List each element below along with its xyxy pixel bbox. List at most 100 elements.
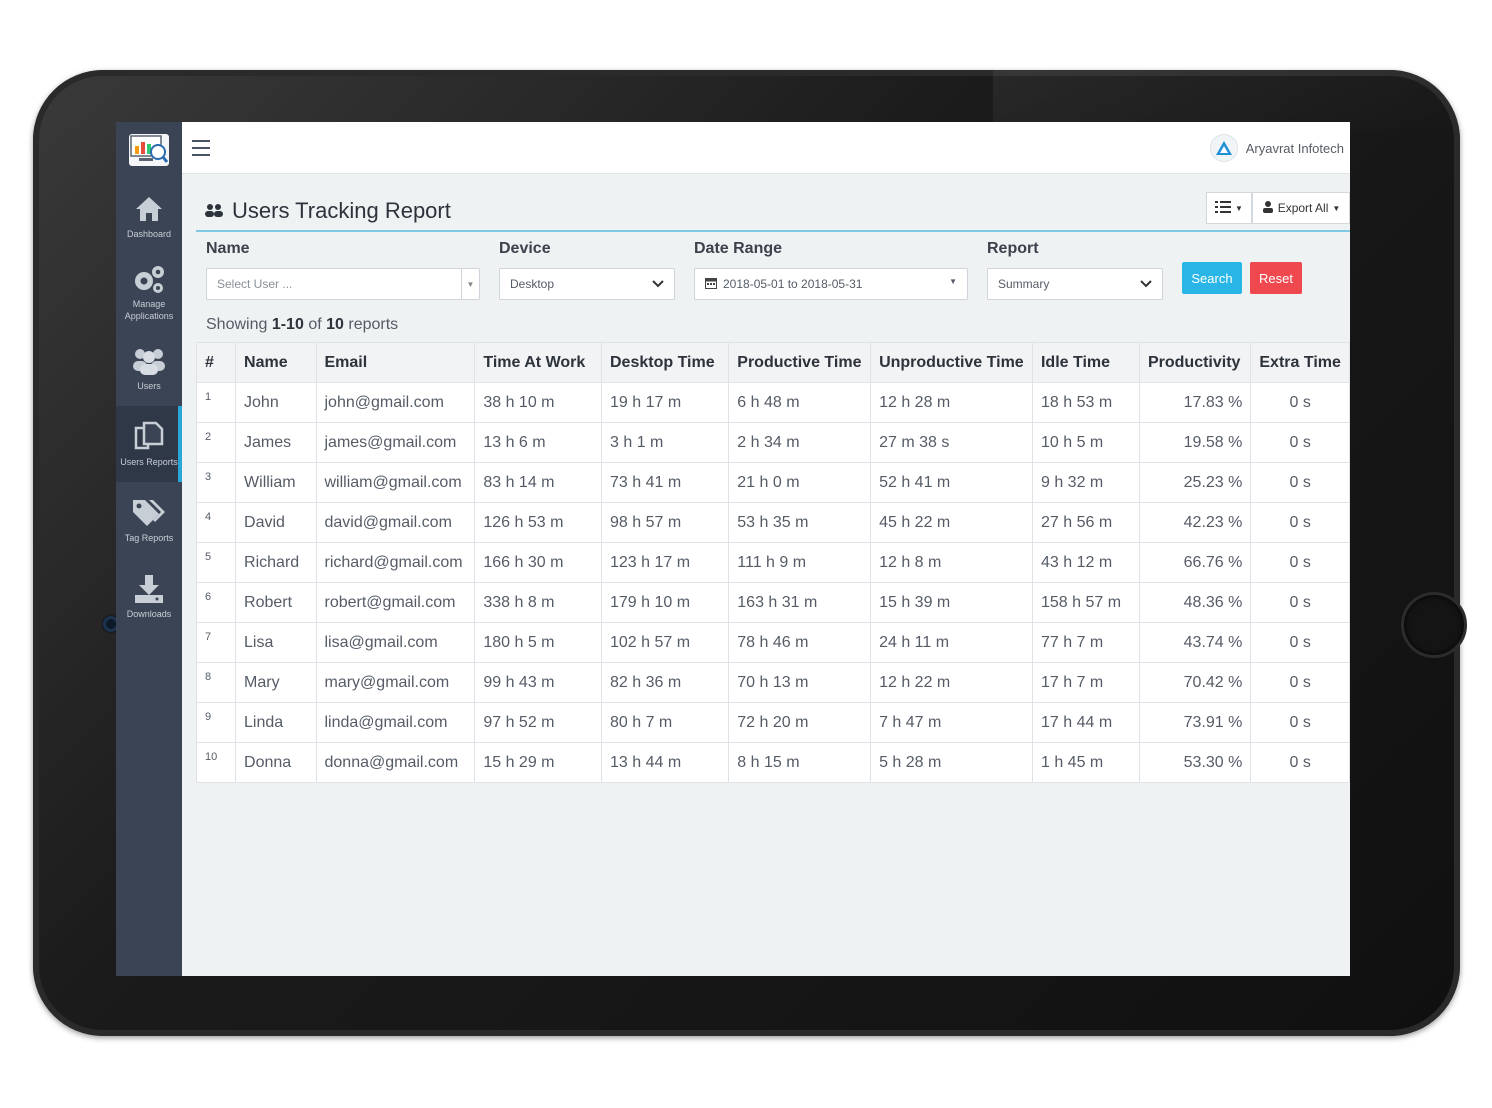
column-header[interactable]: Productive Time: [728, 342, 872, 383]
table-cell: 17 h 44 m: [1031, 702, 1140, 743]
caret-down-icon: ▼: [1235, 203, 1243, 213]
sidebar-item-label: Manage Applications: [124, 299, 174, 321]
sidebar-item-label: Users: [137, 381, 161, 391]
date-range-picker[interactable]: 2018-05-01 to 2018-05-31 ▼: [694, 268, 968, 300]
column-header[interactable]: Time At Work: [474, 342, 602, 383]
summary-total: 10: [326, 316, 344, 333]
table-cell: 126 h 53 m: [474, 502, 602, 543]
sidebar-item-tag-reports[interactable]: Tag Reports: [116, 482, 182, 558]
table-cell: 0 s: [1250, 662, 1350, 703]
download-icon: [131, 572, 167, 606]
table-cell: 73.91 %: [1138, 702, 1252, 743]
table-cell: 0 s: [1250, 462, 1350, 503]
table-cell: 15 h 39 m: [870, 582, 1033, 623]
column-header[interactable]: #: [195, 342, 237, 383]
table-cell: 78 h 46 m: [728, 622, 872, 663]
menu-toggle-icon[interactable]: [192, 140, 210, 156]
table-cell: john@gmail.com: [315, 382, 476, 423]
sidebar-item-label: Downloads: [126, 609, 172, 619]
table-cell: 18 h 53 m: [1031, 382, 1140, 423]
column-header[interactable]: Idle Time: [1031, 342, 1140, 383]
reset-button[interactable]: Reset: [1250, 262, 1302, 294]
sidebar-item-downloads[interactable]: Downloads: [116, 558, 182, 634]
report-table: # Name Email Time At Work Desktop Time Produc…: [195, 342, 1350, 783]
device-select-value: Desktop: [510, 277, 555, 291]
table-cell: 43 h 12 m: [1031, 542, 1140, 583]
sidebar-item-manage-applications[interactable]: Manage Applications: [116, 254, 182, 330]
column-header[interactable]: Email: [315, 342, 476, 383]
user-menu[interactable]: Aryavrat Infotech: [1209, 134, 1344, 162]
app-logo[interactable]: [116, 122, 182, 178]
search-button[interactable]: Search: [1182, 262, 1242, 294]
table-cell: 13 h 44 m: [600, 742, 730, 783]
table-cell: 102 h 57 m: [600, 622, 730, 663]
report-type-select[interactable]: Summary: [987, 268, 1163, 300]
gears-icon: [131, 262, 167, 296]
table-cell: 158 h 57 m: [1031, 582, 1140, 623]
table-cell: david@gmail.com: [315, 502, 476, 543]
table-cell: 80 h 7 m: [600, 702, 730, 743]
table-cell: 21 h 0 m: [728, 462, 872, 503]
table-cell: 77 h 7 m: [1031, 622, 1140, 663]
table-cell: 0 s: [1250, 582, 1350, 623]
table-cell: 10 h 5 m: [1031, 422, 1140, 463]
table-cell: 82 h 36 m: [600, 662, 730, 703]
table-cell: 12 h 22 m: [870, 662, 1033, 703]
caret-down-icon: ▼: [1332, 203, 1341, 213]
column-header[interactable]: Extra Time: [1250, 342, 1350, 383]
table-cell: 19 h 17 m: [600, 382, 730, 423]
table-row: 7 Lisa lisa@gmail.com 180 h 5 m 102 h 57 m 78…: [195, 622, 1350, 663]
home-button[interactable]: [1401, 592, 1467, 658]
export-all-button[interactable]: Export All ▼: [1252, 192, 1350, 224]
camera-icon: [103, 616, 119, 632]
table-cell: 45 h 22 m: [870, 502, 1033, 543]
table-cell: james@gmail.com: [315, 422, 476, 463]
table-cell: 53 h 35 m: [728, 502, 872, 543]
table-cell: John: [235, 382, 317, 423]
table-cell: Linda: [235, 702, 317, 743]
table-header-row: # Name Email Time At Work Desktop Time Produc…: [195, 342, 1350, 383]
table-cell: 99 h 43 m: [474, 662, 602, 703]
table-cell: 0 s: [1250, 382, 1350, 423]
user-export-icon: [1262, 200, 1274, 216]
report-panel: Users Tracking Report ▼ Export All ▼ Nam…: [195, 184, 1350, 976]
table-cell: 53.30 %: [1138, 742, 1252, 783]
table-cell: 12 h 8 m: [870, 542, 1033, 583]
table-cell: 72 h 20 m: [728, 702, 872, 743]
table-cell: Richard: [235, 542, 317, 583]
column-header[interactable]: Name: [235, 342, 317, 383]
column-header[interactable]: Unproductive Time: [870, 342, 1033, 383]
sidebar-item-users[interactable]: Users: [116, 330, 182, 406]
table-cell: 180 h 5 m: [474, 622, 602, 663]
table-cell: 9 h 32 m: [1031, 462, 1140, 503]
sidebar-item-users-reports[interactable]: Users Reports: [116, 406, 182, 482]
table-cell: 179 h 10 m: [600, 582, 730, 623]
table-cell: 15 h 29 m: [474, 742, 602, 783]
avatar: [1209, 134, 1238, 162]
table-cell: 38 h 10 m: [474, 382, 602, 423]
table-cell: william@gmail.com: [315, 462, 476, 503]
date-range-filter-label: Date Range: [694, 240, 783, 257]
table-cell: 0 s: [1250, 542, 1350, 583]
table-cell: 25.23 %: [1138, 462, 1252, 503]
table-cell: Lisa: [235, 622, 317, 663]
device-filter-label: Device: [499, 240, 551, 257]
column-header[interactable]: Desktop Time: [600, 342, 730, 383]
table-cell: 66.76 %: [1138, 542, 1252, 583]
table-cell: 5: [195, 542, 237, 583]
table-cell: 52 h 41 m: [870, 462, 1033, 503]
table-cell: mary@gmail.com: [315, 662, 476, 703]
table-cell: 1: [195, 382, 237, 423]
sidebar-item-dashboard[interactable]: Dashboard: [116, 178, 182, 254]
table-cell: Mary: [235, 662, 317, 703]
app-screen: Dashboard Manage Applications: [116, 122, 1350, 976]
column-header[interactable]: Productivity: [1138, 342, 1252, 383]
name-filter-label: Name: [206, 240, 250, 257]
logo-icon: [129, 134, 169, 166]
device-select[interactable]: Desktop: [499, 268, 675, 300]
user-select-input[interactable]: Select User ... ▼: [206, 268, 480, 300]
table-cell: 8: [195, 662, 237, 703]
table-cell: 12 h 28 m: [870, 382, 1033, 423]
table-cell: 0 s: [1250, 742, 1350, 783]
column-toggle-button[interactable]: ▼: [1206, 192, 1252, 224]
